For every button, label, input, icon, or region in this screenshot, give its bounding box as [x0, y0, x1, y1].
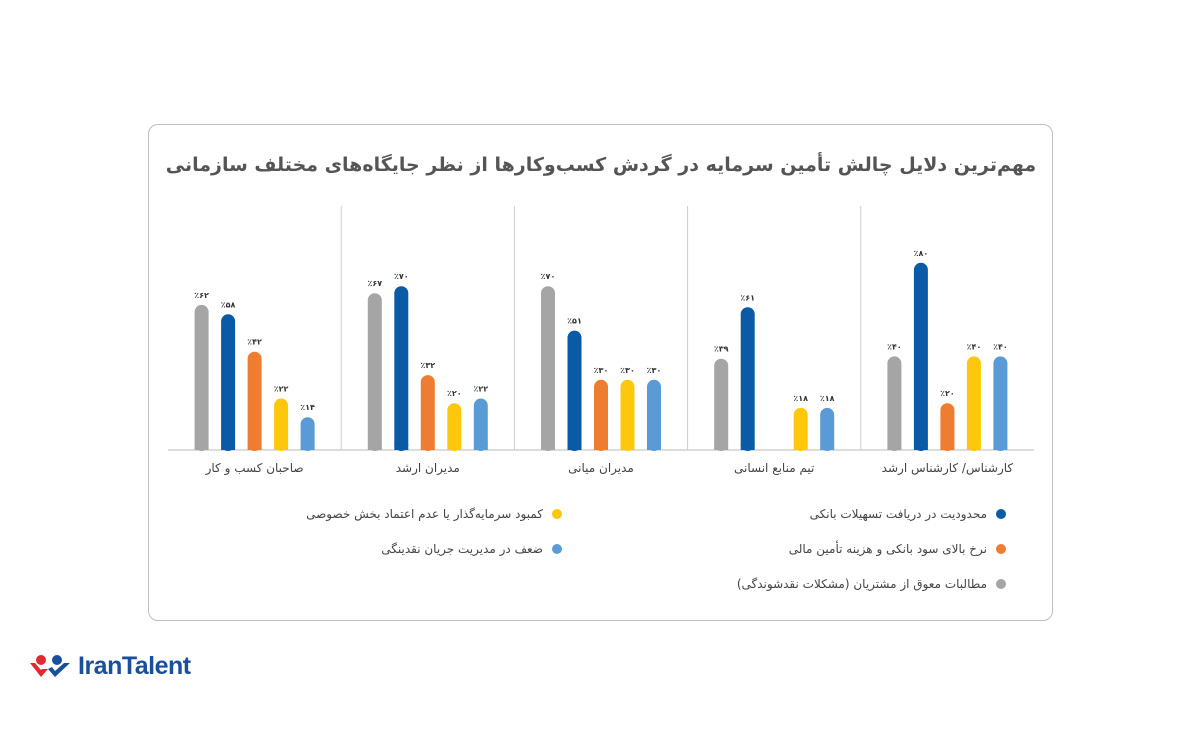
chart-card: مهم‌ترین دلایل چالش تأمین سرمایه در گردش… — [148, 124, 1053, 621]
bar-base — [274, 444, 289, 450]
data-label: ٪۳۰ — [594, 366, 609, 375]
bar-base — [740, 444, 755, 450]
bar-base — [300, 444, 315, 450]
bar — [394, 286, 409, 451]
bar — [714, 358, 729, 451]
data-label: ٪۴۲ — [247, 338, 262, 347]
irantalent-logo: IranTalent — [28, 652, 191, 681]
bar-base — [567, 444, 582, 450]
data-label: ٪۴۰ — [993, 342, 1008, 351]
category-label: کارشناس/ کارشناس ارشد — [882, 461, 1014, 476]
bar-base — [247, 444, 262, 450]
bar-base — [887, 444, 902, 450]
data-label: ٪۲۰ — [940, 389, 955, 398]
bar — [820, 407, 835, 451]
bar — [913, 262, 928, 451]
data-label: ٪۱۸ — [820, 394, 835, 403]
bar — [300, 417, 315, 451]
bar — [594, 379, 608, 451]
bar-base — [473, 444, 488, 450]
bar-base — [394, 444, 409, 450]
category-label: مدیران میانی — [568, 461, 634, 476]
bar — [367, 293, 382, 451]
data-label: ٪۶۱ — [740, 293, 755, 302]
data-label: ٪۲۰ — [447, 389, 462, 398]
bar — [940, 403, 955, 451]
data-label: ٪۶۷ — [367, 279, 382, 288]
legend-label: کمبود سرمایه‌گذار یا عدم اعتماد بخش خصوص… — [306, 507, 543, 522]
bar — [247, 351, 262, 451]
bar — [966, 356, 981, 451]
bar-base — [221, 444, 236, 450]
bar-base — [594, 444, 608, 450]
bar — [793, 407, 808, 451]
bar-base — [367, 444, 382, 450]
logo-text: IranTalent — [78, 652, 191, 680]
data-label: ٪۴۰ — [967, 342, 982, 351]
data-label: ٪۳۹ — [714, 345, 729, 354]
bar — [620, 379, 635, 451]
bar — [473, 398, 488, 451]
bar-base — [966, 444, 981, 450]
bar-base — [420, 444, 435, 450]
data-label: ٪۴۰ — [887, 342, 902, 351]
legend-swatch — [996, 509, 1006, 519]
data-label: ٪۸۰ — [914, 249, 929, 258]
bar-base — [993, 444, 1008, 450]
legend-label: ضعف در مدیریت جریان نقدینگی — [381, 542, 543, 557]
bar — [993, 356, 1008, 451]
bar-base — [194, 444, 209, 450]
chart-title: مهم‌ترین دلایل چالش تأمین سرمایه در گردش… — [166, 152, 1036, 176]
data-label: ٪۲۲ — [274, 385, 289, 394]
legend-label: محدودیت در دریافت تسهیلات بانکی — [810, 507, 987, 522]
data-label: ٪۱۸ — [793, 394, 808, 403]
bar-base — [793, 444, 808, 450]
bar-base — [541, 444, 555, 450]
bar — [647, 379, 661, 451]
category-label: تیم منابع انسانی — [734, 461, 814, 475]
data-label: ٪۳۰ — [620, 366, 635, 375]
data-label: ٪۲۲ — [473, 385, 488, 394]
legend-label: مطالبات معوق از مشتریان (مشکلات نقدشوندگ… — [737, 577, 987, 592]
category-label: مدیران ارشد — [396, 461, 460, 476]
bar — [887, 356, 902, 451]
bar — [221, 314, 236, 451]
legend-swatch — [996, 544, 1006, 554]
bar-base — [714, 444, 729, 450]
bar-base — [820, 444, 835, 450]
data-label: ٪۵۱ — [567, 317, 582, 326]
data-label: ٪۳۰ — [647, 366, 662, 375]
bar — [740, 307, 755, 451]
bar-chart: مهم‌ترین دلایل چالش تأمین سرمایه در گردش… — [166, 152, 1036, 592]
data-label: ٪۱۴ — [300, 403, 315, 412]
bar-base — [940, 444, 955, 450]
data-label: ٪۷۰ — [541, 272, 556, 281]
bar — [567, 330, 582, 451]
data-label: ٪۳۲ — [420, 361, 435, 370]
data-label: ٪۷۰ — [394, 272, 409, 281]
bar — [420, 375, 435, 451]
bar — [447, 403, 462, 451]
bar — [541, 286, 555, 451]
legend-label: نرخ بالای سود بانکی و هزینه تأمین مالی — [789, 540, 987, 557]
bar-base — [913, 444, 928, 450]
bar-base — [447, 444, 462, 450]
legend-swatch — [996, 579, 1006, 589]
category-label: صاحبان کسب و کار — [205, 461, 304, 476]
data-label: ٪۶۲ — [194, 291, 209, 300]
logo-mark-icon — [30, 654, 70, 677]
bar — [274, 398, 289, 451]
legend-swatch — [552, 544, 562, 554]
data-label: ٪۵۸ — [221, 300, 236, 309]
bar — [194, 304, 209, 451]
legend-swatch — [552, 509, 562, 519]
bar-base — [647, 444, 661, 450]
bar-base — [620, 444, 635, 450]
